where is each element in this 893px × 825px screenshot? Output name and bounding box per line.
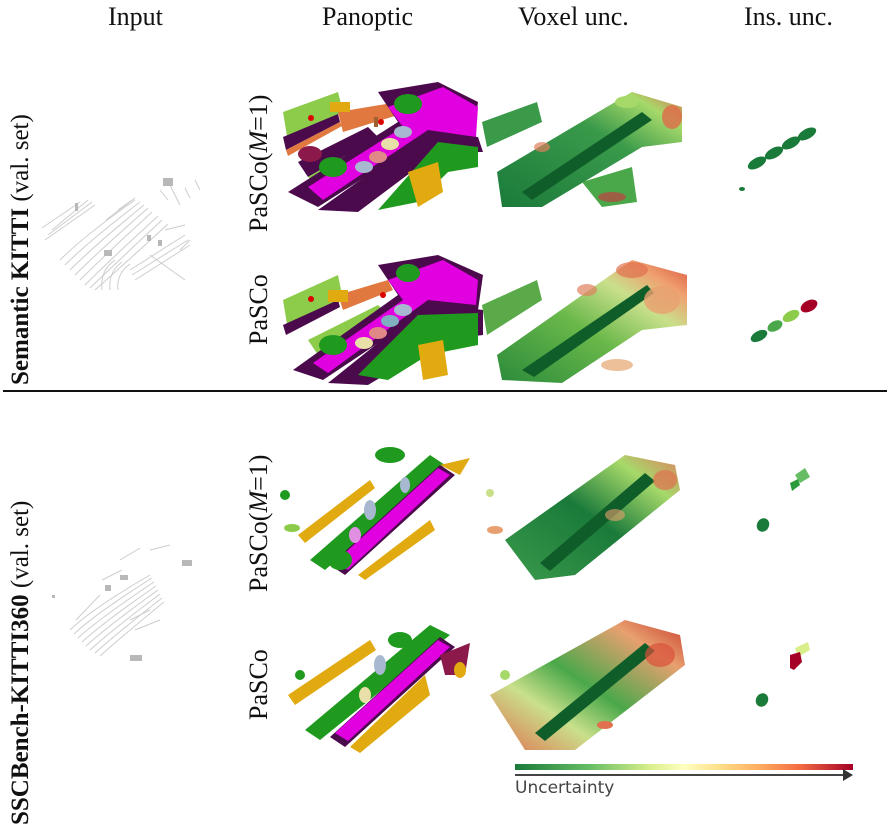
method-param: M — [244, 130, 273, 153]
colorbar-gradient — [515, 764, 853, 770]
method-label-pasco: PaSCo — [244, 649, 274, 720]
colorbar-axis-arrow — [515, 774, 845, 776]
colorbar-label: Uncertainty — [515, 778, 615, 798]
panoptic-pasco-m1-semantic-kitti — [283, 82, 483, 212]
voxel-unc-pasco-sscbench-kitti360 — [490, 620, 685, 750]
input-pointcloud-semantic-kitti — [41, 178, 201, 291]
voxel-unc-pasco-m1-semantic-kitti — [482, 92, 682, 207]
dataset-label-semantic-kitti: Semantic KITTI (val. set) — [6, 114, 36, 385]
method-suffix: =1) — [244, 454, 273, 491]
ins-unc-pasco-m1-semantic-kitti — [739, 127, 817, 191]
method-prefix: PaSCo( — [244, 152, 273, 232]
column-header-panoptic: Panoptic — [322, 2, 413, 31]
dataset-split: (val. set) — [7, 114, 34, 208]
method-label-pasco: PaSCo — [244, 274, 274, 345]
ins-unc-pasco-m1-sscbench-kitti360 — [756, 468, 810, 532]
method-param: M — [244, 490, 273, 513]
method-prefix: PaSCo — [244, 649, 273, 720]
voxel-unc-pasco-m1-sscbench-kitti360 — [486, 455, 680, 580]
method-suffix: =1) — [244, 94, 273, 131]
arrow-right-icon — [843, 769, 853, 781]
uncertainty-colorbar: Uncertainty — [515, 764, 855, 804]
dataset-name: Semantic KITTI — [7, 207, 34, 385]
dataset-label-sscbench-kitti360: SSCBench-KITTI360 (val. set) — [6, 501, 36, 825]
panoptic-pasco-sscbench-kitti360 — [288, 625, 470, 753]
voxel-unc-pasco-semantic-kitti — [482, 260, 687, 383]
dataset-split: (val. set) — [7, 500, 34, 595]
dataset-name: SSCBench-KITTI360 — [7, 594, 34, 825]
ins-unc-pasco-semantic-kitti — [750, 299, 818, 343]
input-pointcloud-sscbench-kitti360 — [52, 544, 192, 661]
method-prefix: PaSCo( — [244, 512, 273, 592]
dataset-divider — [3, 390, 887, 392]
method-label-pasco-m1: PaSCo(M=1) — [244, 95, 274, 232]
column-header-input: Input — [108, 2, 163, 31]
method-prefix: PaSCo — [244, 274, 273, 345]
panoptic-pasco-m1-sscbench-kitti360 — [280, 447, 470, 580]
column-header-voxel-unc: Voxel unc. — [518, 2, 629, 31]
ins-unc-pasco-sscbench-kitti360 — [755, 642, 810, 707]
method-label-pasco-m1: PaSCo(M=1) — [244, 455, 274, 592]
column-header-ins-unc: Ins. unc. — [744, 2, 833, 31]
panoptic-pasco-semantic-kitti — [283, 255, 483, 385]
